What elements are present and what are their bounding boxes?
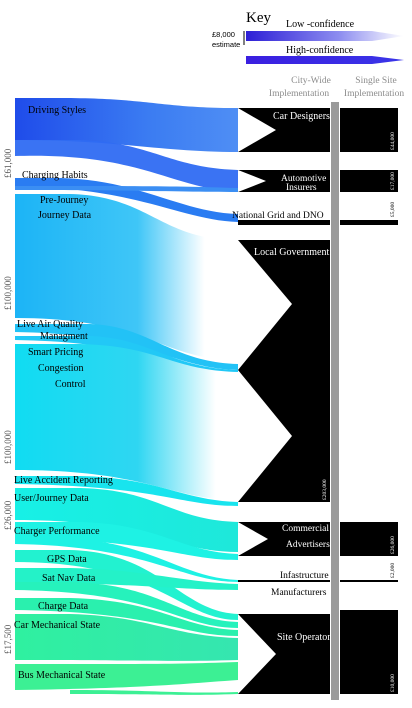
source-bus-mech: Bus Mechanical State bbox=[18, 670, 106, 681]
flow-user-journey-advertisers bbox=[15, 488, 238, 552]
value-local-gov: £203,000 bbox=[322, 479, 328, 500]
value-grid: £5,000 bbox=[390, 202, 396, 217]
label-site-operator: Site Operator bbox=[277, 632, 331, 643]
flow-driving-styles-car-designers bbox=[15, 98, 238, 152]
single-advertisers bbox=[340, 522, 398, 556]
node-national-grid bbox=[238, 220, 330, 225]
key-low-label: Low -confidence bbox=[286, 19, 355, 30]
flow-bus-mech-site-operator bbox=[15, 662, 238, 690]
label-infrastructure-1: Infastructure bbox=[280, 570, 329, 581]
single-site-operator bbox=[340, 610, 398, 694]
flow-charger-perf-advertisers bbox=[15, 522, 238, 560]
label-car-designers: Car Designers bbox=[273, 111, 330, 122]
flow-charge-data-site-operator bbox=[15, 598, 238, 636]
column-divider bbox=[331, 102, 339, 700]
key-estimate-word: estimate bbox=[212, 40, 240, 49]
flow-charger-perf-infra bbox=[15, 538, 238, 582]
label-infrastructure-2: Manufacturers bbox=[271, 587, 327, 598]
value-car-designers: £44,000 bbox=[390, 132, 396, 150]
flow-charging-habits-insurers bbox=[15, 186, 238, 192]
source-charger-perf: Charger Performance bbox=[14, 526, 100, 537]
column-headers: City-Wide Implementation Single Site Imp… bbox=[269, 76, 404, 99]
source-labels: Driving Styles Charging Habits Pre-Journ… bbox=[14, 105, 113, 681]
source-congestion: Congestion bbox=[38, 363, 84, 374]
node-infrastructure bbox=[238, 580, 330, 582]
flow-congestion-local-gov bbox=[15, 344, 238, 500]
source-smart-pricing: Smart Pricing bbox=[28, 347, 83, 358]
single-car-designers bbox=[340, 108, 398, 152]
key-high-arrow bbox=[246, 56, 404, 64]
value-infra: £2,000 bbox=[390, 563, 396, 578]
label-automotive-insurers-2: Insurers bbox=[286, 183, 317, 193]
source-user-journey: User/Journey Data bbox=[14, 493, 89, 504]
city-wide-header-1: City-Wide bbox=[291, 76, 331, 86]
key-estimate-value: £8,000 bbox=[212, 30, 235, 39]
source-sat-nav: Sat Nav Data bbox=[42, 573, 96, 584]
source-control: Control bbox=[55, 379, 86, 390]
key-low-arrow bbox=[246, 31, 404, 41]
flow-accident-local-gov bbox=[15, 476, 238, 506]
target-labels: Car Designers Automotive Insurers Nation… bbox=[232, 111, 331, 643]
source-managment: Managment bbox=[40, 331, 88, 342]
single-insurers bbox=[340, 170, 398, 192]
label-commercial-1: Commercial bbox=[282, 524, 329, 534]
source-car-mech: Car Mechanical State bbox=[14, 620, 101, 631]
source-pre-journey-2: Journey Data bbox=[38, 210, 92, 221]
group-total-5: £17,500 bbox=[3, 624, 13, 654]
source-gps: GPS Data bbox=[47, 554, 87, 565]
flow-air-quality-local-gov bbox=[15, 324, 238, 370]
value-insurers: £17,000 bbox=[390, 172, 396, 190]
flow-gps-site-operator bbox=[15, 550, 238, 620]
single-site-values: £44,000 £17,000 £5,000 £203,000 £26,000 … bbox=[322, 132, 396, 692]
key: Key Low -confidence High-confidence £8,0… bbox=[212, 10, 404, 64]
key-title: Key bbox=[246, 10, 271, 26]
single-site-nodes bbox=[340, 108, 398, 694]
label-local-government: Local Government bbox=[254, 247, 329, 258]
group-total-3: £100,000 bbox=[3, 430, 13, 464]
group-total-4: £26,000 bbox=[3, 500, 13, 530]
node-car-designers bbox=[238, 108, 330, 152]
city-wide-header-2: Implementation bbox=[269, 89, 329, 99]
source-charge-data: Charge Data bbox=[38, 601, 89, 612]
label-national-grid: National Grid and DNO bbox=[232, 211, 324, 221]
value-advertisers: £26,000 bbox=[390, 536, 396, 554]
group-total-1: £61,000 bbox=[3, 148, 13, 178]
target-nodes bbox=[238, 108, 330, 694]
single-grid bbox=[340, 220, 398, 225]
flow-bus-mech-tail bbox=[70, 690, 238, 695]
label-commercial-2: Advertisers bbox=[286, 540, 330, 550]
key-high-label: High-confidence bbox=[286, 45, 354, 56]
flow-driving-styles-insurers bbox=[15, 140, 238, 192]
node-site-operator bbox=[238, 614, 330, 694]
group-total-2: £100,000 bbox=[3, 276, 13, 310]
flows bbox=[15, 98, 238, 695]
label-automotive-insurers-1: Automotive bbox=[281, 174, 326, 184]
node-automotive-insurers bbox=[238, 170, 330, 192]
flow-car-mech-site-operator bbox=[15, 614, 238, 661]
source-accident: Live Accident Reporting bbox=[14, 475, 113, 486]
flow-pre-journey-local-gov bbox=[15, 194, 238, 360]
source-air-quality: Live Air Quality bbox=[17, 319, 83, 330]
single-site-header-2: Implementation bbox=[344, 89, 404, 99]
single-site-header-1: Single Site bbox=[355, 76, 396, 86]
node-local-government bbox=[238, 240, 330, 502]
source-charging-habits: Charging Habits bbox=[22, 170, 88, 181]
source-driving-styles: Driving Styles bbox=[28, 105, 86, 116]
source-pre-journey-1: Pre-Journey bbox=[40, 195, 88, 206]
group-totals: £61,000 £100,000 £100,000 £26,000 £17,50… bbox=[3, 148, 13, 654]
node-commercial-advertisers bbox=[238, 522, 330, 556]
value-site-operator: £10,000 bbox=[390, 674, 396, 692]
flow-satnav-site-operator bbox=[15, 582, 238, 628]
flow-satnav-infra bbox=[15, 568, 238, 590]
single-infra bbox=[340, 580, 398, 582]
